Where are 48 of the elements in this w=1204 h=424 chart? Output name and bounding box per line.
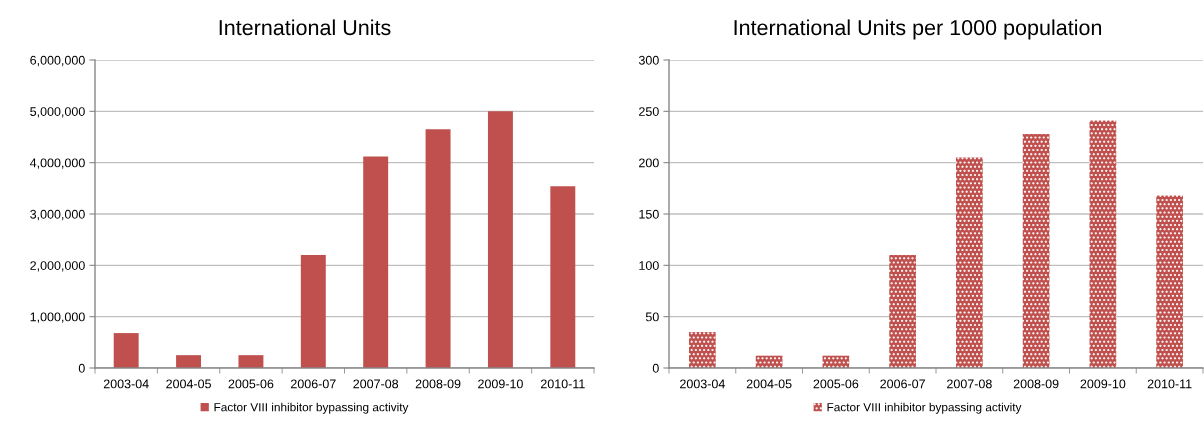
y-tick-label: 0 bbox=[78, 363, 85, 373]
y-tick-label: 250 bbox=[639, 107, 659, 116]
x-tick-label: 2004-05 bbox=[746, 379, 792, 389]
bar bbox=[956, 157, 983, 368]
y-tick-label: 4,000,000 bbox=[29, 158, 85, 169]
x-tick-label: 2008-09 bbox=[415, 379, 461, 389]
bar bbox=[1022, 133, 1050, 368]
x-tick-label: 2009-10 bbox=[1080, 379, 1126, 389]
y-tick-label: 1,000,000 bbox=[30, 312, 85, 323]
y-tick-label: 0 bbox=[652, 363, 659, 373]
x-tick-label: 2007-08 bbox=[947, 379, 992, 389]
legend-label: Factor VIII inhibitor bypassing activity bbox=[214, 402, 409, 414]
legend-label: Factor VIII inhibitor bypassing activity bbox=[827, 402, 1022, 414]
y-tick-label: 300 bbox=[638, 55, 659, 65]
y-tick-label: 50 bbox=[645, 312, 659, 322]
bar bbox=[889, 255, 916, 368]
bar bbox=[176, 355, 202, 368]
y-tick-label: 5,000,000 bbox=[30, 107, 85, 118]
chart-title: International Units per 1000 population bbox=[734, 19, 1102, 40]
bar bbox=[113, 333, 139, 368]
x-tick-label: 2009-10 bbox=[478, 379, 523, 389]
bar bbox=[1089, 120, 1117, 368]
x-tick-label: 2007-08 bbox=[353, 379, 399, 389]
x-tick-label: 2008-09 bbox=[1013, 379, 1059, 389]
x-tick-label: 2006-07 bbox=[291, 379, 336, 389]
bar bbox=[689, 332, 716, 368]
x-tick-label: 2003-04 bbox=[103, 379, 149, 389]
bar bbox=[425, 129, 451, 368]
y-tick-label: 2,000,000 bbox=[30, 261, 85, 272]
x-tick-label: 2010-11 bbox=[540, 379, 585, 389]
y-tick-label: 200 bbox=[639, 158, 659, 168]
x-tick-label: 2010-11 bbox=[1147, 379, 1192, 389]
bar bbox=[487, 111, 513, 368]
bar bbox=[550, 186, 576, 368]
bar bbox=[300, 255, 326, 368]
x-tick-label: 2005-06 bbox=[228, 379, 274, 389]
x-tick-label: 2005-06 bbox=[813, 379, 859, 389]
y-tick-label: 3,000,000 bbox=[30, 209, 85, 221]
bar bbox=[1156, 195, 1183, 368]
y-tick-label: 100 bbox=[639, 261, 659, 270]
bar bbox=[238, 355, 264, 368]
x-tick-label: 2003-04 bbox=[680, 379, 725, 389]
x-tick-label: 2004-05 bbox=[166, 379, 211, 389]
chart-title: International Units bbox=[219, 19, 391, 36]
y-tick-label: 150 bbox=[639, 209, 659, 219]
bar bbox=[363, 156, 389, 368]
x-tick-label: 2006-07 bbox=[880, 379, 925, 389]
y-tick-label: 6,000,000 bbox=[30, 55, 85, 67]
